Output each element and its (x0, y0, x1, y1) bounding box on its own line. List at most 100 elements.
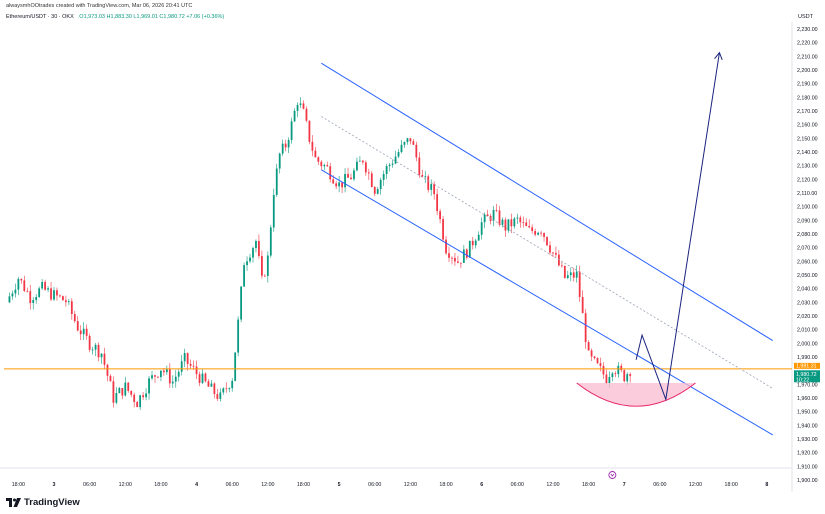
candle-body[interactable] (82, 328, 85, 335)
candle-body[interactable] (370, 173, 373, 187)
candle-body[interactable] (26, 290, 29, 292)
candle-body[interactable] (546, 236, 548, 246)
candle-body[interactable] (59, 295, 61, 297)
candle-body[interactable] (263, 275, 266, 277)
candle-body[interactable] (41, 282, 44, 289)
candle-body[interactable] (451, 257, 453, 259)
candle-body[interactable] (109, 375, 112, 382)
candle-body[interactable] (154, 375, 156, 377)
candle-body[interactable] (534, 231, 537, 235)
candle-body[interactable] (341, 182, 343, 188)
candle-body[interactable] (528, 225, 531, 228)
candle-body[interactable] (587, 342, 590, 351)
candle-body[interactable] (23, 280, 26, 291)
candle-body[interactable] (338, 182, 341, 187)
candle-body[interactable] (67, 301, 70, 303)
candle-body[interactable] (382, 174, 385, 180)
candle-body[interactable] (623, 370, 626, 382)
candle-body[interactable] (231, 380, 234, 389)
candle-body[interactable] (50, 288, 52, 300)
candle-body[interactable] (261, 256, 263, 276)
candle-body[interactable] (391, 163, 394, 165)
candle-body[interactable] (20, 278, 23, 281)
candle-body[interactable] (287, 140, 290, 148)
candle-body[interactable] (403, 142, 406, 145)
candle-body[interactable] (299, 103, 302, 105)
candle-body[interactable] (210, 383, 213, 387)
candle-body[interactable] (127, 382, 130, 391)
candle-body[interactable] (388, 164, 391, 167)
candle-body[interactable] (350, 177, 352, 180)
candle-body[interactable] (599, 363, 602, 366)
candle-body[interactable] (44, 282, 46, 290)
candle-body[interactable] (445, 239, 447, 254)
candle-body[interactable] (192, 365, 195, 367)
candle-body[interactable] (448, 253, 450, 258)
candle-body[interactable] (498, 210, 501, 225)
candle-body[interactable] (237, 319, 240, 353)
candle-body[interactable] (73, 314, 76, 322)
candle-body[interactable] (311, 141, 314, 151)
candle-body[interactable] (290, 121, 293, 141)
candle-body[interactable] (88, 335, 91, 350)
candle-body[interactable] (157, 376, 159, 378)
candle-body[interactable] (359, 160, 361, 162)
last-price-tag[interactable] (794, 370, 820, 383)
candle-body[interactable] (133, 394, 136, 403)
candle-body[interactable] (397, 152, 400, 157)
candle-body[interactable] (121, 388, 124, 396)
candle-body[interactable] (620, 365, 623, 371)
candle-body[interactable] (572, 272, 575, 278)
candle-body[interactable] (326, 165, 329, 167)
candle-body[interactable] (356, 161, 358, 171)
candle-body[interactable] (79, 330, 82, 335)
candle-body[interactable] (151, 375, 153, 379)
candle-body[interactable] (439, 211, 441, 220)
candle-body[interactable] (296, 104, 299, 111)
candle-body[interactable] (593, 356, 596, 359)
candle-body[interactable] (361, 160, 364, 163)
candle-body[interactable] (195, 366, 198, 375)
horizontal-level-tag[interactable] (794, 362, 820, 369)
candle-body[interactable] (602, 365, 605, 375)
candle-body[interactable] (142, 395, 144, 398)
candle-body[interactable] (335, 183, 338, 187)
candle-body[interactable] (115, 393, 118, 403)
candle-body[interactable] (477, 234, 480, 241)
candle-body[interactable] (76, 321, 79, 331)
candle-body[interactable] (252, 248, 254, 258)
candle-body[interactable] (225, 388, 228, 390)
candle-body[interactable] (38, 288, 41, 298)
candle-body[interactable] (629, 374, 632, 377)
projection-path[interactable] (635, 54, 719, 402)
candle-body[interactable] (516, 217, 519, 219)
candle-body[interactable] (305, 108, 308, 121)
candle-body[interactable] (124, 382, 127, 396)
candle-body[interactable] (409, 138, 412, 142)
candle-body[interactable] (222, 388, 225, 393)
candle-body[interactable] (317, 157, 320, 162)
candle-body[interactable] (510, 219, 513, 227)
candle-body[interactable] (590, 350, 593, 357)
candle-body[interactable] (433, 184, 436, 195)
candle-body[interactable] (436, 194, 439, 212)
candle-body[interactable] (269, 227, 272, 256)
candle-body[interactable] (258, 240, 260, 257)
candle-body[interactable] (177, 371, 180, 377)
tradingview-brand[interactable]: TradingView (6, 497, 80, 508)
candle-body[interactable] (367, 172, 370, 174)
candle-body[interactable] (160, 370, 162, 378)
candle-body[interactable] (14, 289, 17, 294)
candle-body[interactable] (415, 144, 418, 158)
symbol-legend[interactable]: Ethereum/USDT · 30 · OKX O1,973.03 H1,88… (6, 14, 224, 20)
candle-body[interactable] (17, 278, 20, 290)
candle-body[interactable] (234, 352, 237, 381)
candle-body[interactable] (605, 374, 608, 384)
channel-upper-line[interactable] (321, 62, 774, 342)
candle-body[interactable] (64, 300, 67, 303)
candle-body[interactable] (53, 290, 55, 300)
candle-body[interactable] (385, 166, 388, 175)
candle-body[interactable] (474, 240, 477, 246)
candle-body[interactable] (480, 222, 483, 235)
